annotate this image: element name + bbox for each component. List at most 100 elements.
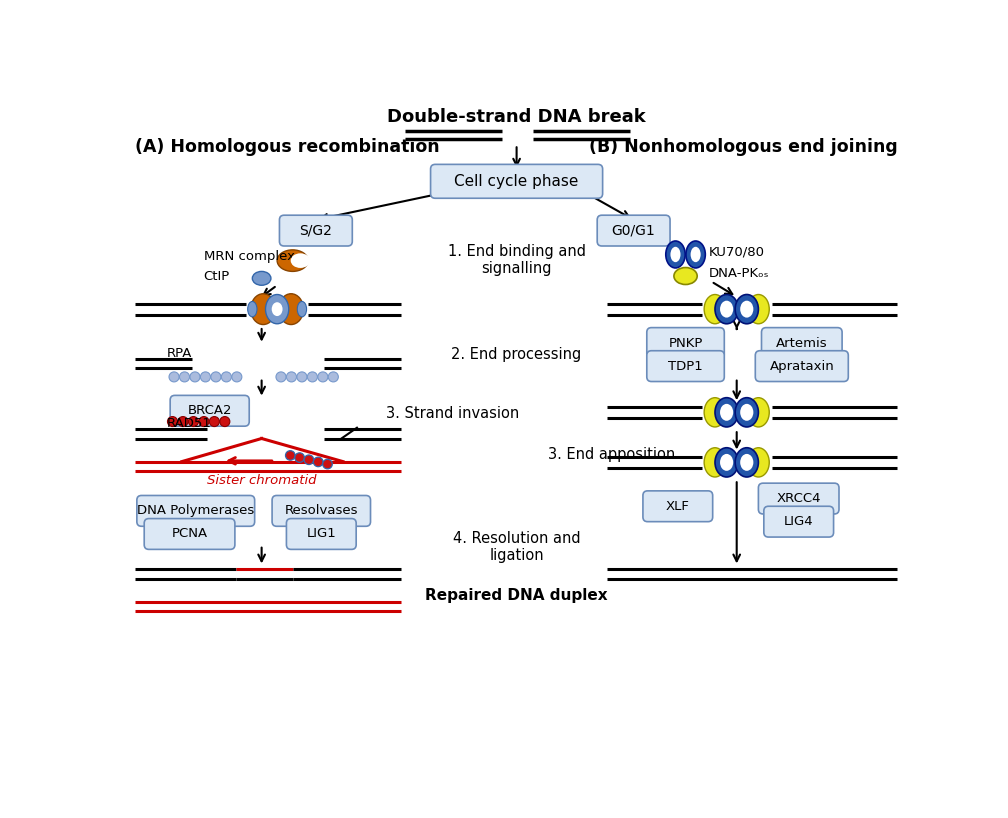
Text: Cell cycle phase: Cell cycle phase [455,173,579,189]
Circle shape [232,372,242,382]
FancyBboxPatch shape [755,351,849,381]
Text: MRN complex: MRN complex [204,250,294,263]
Text: Resolvases: Resolvases [284,505,358,517]
FancyBboxPatch shape [758,483,839,514]
Ellipse shape [251,294,275,325]
Text: G0/G1: G0/G1 [612,223,655,237]
Circle shape [286,372,296,382]
Text: TDP1: TDP1 [668,360,703,373]
Text: 3. End apposition: 3. End apposition [548,447,675,462]
Ellipse shape [715,447,738,477]
Ellipse shape [685,241,706,268]
FancyBboxPatch shape [144,519,235,550]
Text: S/G2: S/G2 [299,223,333,237]
Ellipse shape [272,302,282,316]
Ellipse shape [265,294,288,324]
Ellipse shape [674,267,698,285]
Circle shape [297,372,307,382]
Text: Artemis: Artemis [776,336,828,349]
FancyBboxPatch shape [137,496,255,526]
Text: DNA-PKₒₛ: DNA-PKₒₛ [709,267,769,281]
Circle shape [169,372,179,382]
Ellipse shape [666,241,685,268]
Text: 1. End binding and
signalling: 1. End binding and signalling [448,244,586,276]
Circle shape [179,372,190,382]
FancyBboxPatch shape [430,164,603,198]
Text: CtIP: CtIP [204,269,230,282]
Ellipse shape [735,398,758,427]
Ellipse shape [690,247,701,263]
Text: Sister chromatid: Sister chromatid [207,474,317,487]
Circle shape [178,416,188,426]
Circle shape [201,372,211,382]
Circle shape [276,372,286,382]
Circle shape [210,416,220,426]
Text: Repaired DNA duplex: Repaired DNA duplex [425,588,608,603]
Ellipse shape [740,404,753,420]
Text: DNA Polymerases: DNA Polymerases [137,505,254,517]
Circle shape [329,372,339,382]
FancyBboxPatch shape [170,395,249,426]
Ellipse shape [720,404,733,420]
Text: XRCC4: XRCC4 [776,492,821,505]
FancyBboxPatch shape [647,328,725,358]
Ellipse shape [720,301,733,317]
Text: 3. Strand invasion: 3. Strand invasion [386,407,519,421]
Circle shape [294,453,304,462]
Ellipse shape [297,302,306,317]
Ellipse shape [740,301,753,317]
Text: Double-strand DNA break: Double-strand DNA break [387,109,646,127]
Ellipse shape [735,294,758,324]
Circle shape [188,416,199,426]
Text: (B) Nonhomologous end joining: (B) Nonhomologous end joining [589,137,898,155]
FancyBboxPatch shape [597,215,670,246]
Ellipse shape [705,294,726,324]
Circle shape [211,372,221,382]
Text: LIG4: LIG4 [784,515,813,528]
Circle shape [313,457,323,467]
Circle shape [220,416,230,426]
Text: PNKP: PNKP [668,336,703,349]
Circle shape [304,455,313,465]
Circle shape [167,416,177,426]
Circle shape [199,416,209,426]
Ellipse shape [720,454,733,471]
Ellipse shape [748,294,769,324]
Text: LIG1: LIG1 [306,528,337,541]
Ellipse shape [248,302,257,317]
Circle shape [285,451,295,461]
Text: BRCA2: BRCA2 [187,404,232,417]
FancyBboxPatch shape [647,351,725,381]
FancyBboxPatch shape [286,519,356,550]
Text: XLF: XLF [666,500,689,513]
Circle shape [222,372,232,382]
Ellipse shape [705,398,726,427]
FancyBboxPatch shape [761,328,842,358]
Ellipse shape [670,247,680,263]
FancyBboxPatch shape [279,215,353,246]
Ellipse shape [715,398,738,427]
Text: 4. Resolution and
ligation: 4. Resolution and ligation [453,531,581,564]
Ellipse shape [740,454,753,471]
Ellipse shape [748,398,769,427]
Ellipse shape [290,254,310,268]
Text: (A) Homologous recombination: (A) Homologous recombination [135,137,439,155]
Ellipse shape [748,447,769,477]
Circle shape [190,372,200,382]
Circle shape [323,459,333,469]
Ellipse shape [715,294,738,324]
Text: 2. End processing: 2. End processing [452,347,582,362]
Ellipse shape [277,249,308,272]
Ellipse shape [705,447,726,477]
Text: RAD51: RAD51 [166,417,211,430]
FancyBboxPatch shape [272,496,371,526]
Text: PCNA: PCNA [171,528,208,541]
Ellipse shape [252,272,271,285]
Circle shape [307,372,318,382]
Ellipse shape [735,447,758,477]
FancyBboxPatch shape [764,506,834,537]
Text: KU70/80: KU70/80 [709,245,765,258]
FancyBboxPatch shape [643,491,713,522]
Text: RPA: RPA [166,347,192,360]
Ellipse shape [278,294,303,325]
